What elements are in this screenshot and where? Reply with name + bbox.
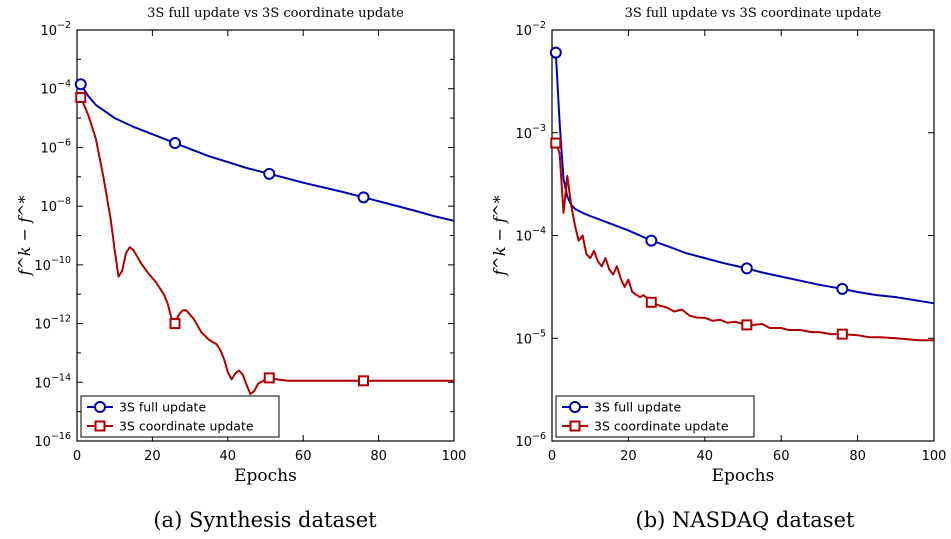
y-tick-label: 10−2 — [515, 20, 546, 39]
chart-title: 3S full update vs 3S coordinate update — [625, 6, 882, 21]
data-point-circle — [645, 234, 658, 247]
x-tick-label: 20 — [144, 449, 161, 464]
y-tick-label: 10−16 — [34, 431, 71, 450]
chart-title: 3S full update vs 3S coordinate update — [147, 6, 404, 21]
data-point-square — [645, 296, 657, 308]
series-line — [79, 83, 455, 222]
chart-panel-nasdaq: 0 20 40 60 80 100 10−6 10−5 10−4 10−3 10−2 3S full … — [490, 6, 946, 532]
x-tick-label: 40 — [697, 449, 714, 464]
legend-marker-circle — [569, 401, 581, 413]
data-point-circle — [263, 167, 276, 180]
x-tick-label: 80 — [370, 449, 387, 464]
figure-caption: (a) Synthesis dataset — [153, 508, 377, 532]
x-tick-label: 0 — [73, 449, 81, 464]
x-tick-label: 60 — [295, 449, 312, 464]
chart-panel-synthesis: 0 20 40 60 80 100 10−16 10−14 10−12 10−10 10−8 10−6… — [15, 6, 466, 532]
y-tick-label: 10−3 — [515, 123, 546, 142]
data-point-square — [741, 319, 753, 331]
y-axis-label: f^k − f^* — [490, 196, 509, 277]
data-point-square — [836, 328, 848, 340]
data-point-circle — [549, 46, 562, 59]
legend-marker-circle — [94, 401, 106, 413]
legend-label: 3S full update — [594, 400, 681, 415]
y-tick-label: 10−4 — [515, 226, 546, 245]
y-tick-label: 10−8 — [40, 196, 71, 215]
series-full-update — [74, 78, 455, 222]
plot-frame — [551, 29, 935, 442]
data-point-square — [169, 318, 181, 330]
y-tick-label: 10−14 — [34, 372, 71, 391]
legend-label: 3S coordinate update — [119, 419, 254, 434]
data-point-square — [263, 372, 275, 384]
legend: 3S full update 3S coordinate update — [80, 395, 280, 438]
x-tick-label: 80 — [849, 449, 866, 464]
series-line — [79, 97, 454, 395]
x-tick-label: 20 — [620, 449, 637, 464]
x-axis-label: Epochs — [712, 466, 775, 486]
figure-caption: (b) NASDAQ dataset — [636, 508, 855, 532]
data-point-square — [550, 137, 562, 149]
legend-marker-square — [94, 420, 106, 432]
y-tick-label: 10−2 — [40, 20, 71, 39]
y-tick-label: 10−6 — [515, 431, 546, 450]
x-tick-label: 100 — [922, 449, 947, 464]
legend-box — [555, 395, 755, 438]
data-point-circle — [836, 282, 849, 295]
y-tick-label: 10−6 — [40, 137, 71, 156]
x-tick-label: 0 — [548, 449, 556, 464]
legend-marker-square — [569, 420, 581, 432]
series-line — [554, 142, 934, 342]
legend-label: 3S full update — [119, 400, 206, 415]
data-point-circle — [357, 191, 370, 204]
x-tick-label: 60 — [773, 449, 790, 464]
x-axis-label: Epochs — [234, 466, 297, 486]
x-tick-label: 40 — [220, 449, 237, 464]
y-tick-label: 10−4 — [40, 79, 71, 98]
y-tick-label: 10−12 — [34, 314, 71, 333]
series-coordinate-update — [550, 137, 934, 342]
data-point-square — [75, 92, 87, 104]
legend-label: 3S coordinate update — [594, 419, 729, 434]
y-tick-label: 10−5 — [515, 328, 546, 347]
y-tick-label: 10−10 — [34, 255, 71, 274]
legend: 3S full update 3S coordinate update — [555, 395, 755, 438]
x-tick-label: 100 — [442, 449, 467, 464]
legend-box — [80, 395, 280, 438]
y-axis-label: f^k − f^* — [15, 196, 34, 277]
data-point-circle — [169, 137, 182, 150]
data-point-circle — [74, 78, 87, 91]
data-point-circle — [740, 262, 753, 275]
series-coordinate-update — [75, 92, 454, 395]
data-point-square — [358, 375, 370, 387]
